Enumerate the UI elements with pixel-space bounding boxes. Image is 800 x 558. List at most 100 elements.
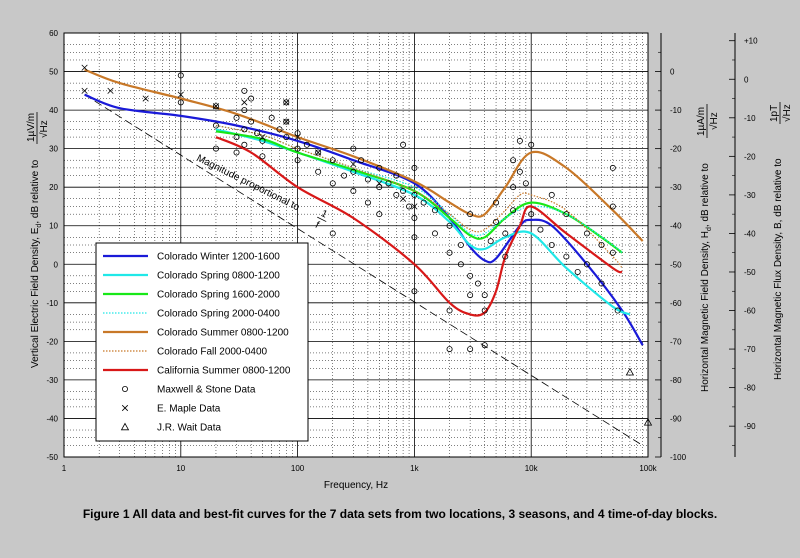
e-maple-data-point — [212, 103, 220, 110]
maxwell-stone-data-point — [411, 191, 418, 198]
y-mid-tick-label: -80 — [670, 376, 682, 385]
maxwell-stone-data-point — [341, 172, 348, 179]
legend-label-colorado-spring-1600-2000: Colorado Spring 1600-2000 — [157, 290, 280, 301]
e-maple-data-point-stroke — [411, 203, 418, 210]
x-tick-label: 1k — [410, 464, 419, 473]
y-left-tick-label: 30 — [49, 145, 58, 154]
maxwell-stone-data-point — [259, 153, 266, 160]
maxwell-stone-data-point — [276, 126, 283, 133]
maxwell-stone-data-point — [329, 157, 336, 164]
maxwell-stone-data-point — [376, 211, 383, 218]
e-maple-data-point-stroke — [212, 103, 220, 110]
y-right-unit-den: √Hz — [781, 104, 793, 122]
legend-marker-j-r-wait-data — [120, 422, 130, 431]
curve-colorado-fall-2000-0400 — [215, 124, 623, 269]
maxwell-stone-data-point — [294, 157, 301, 164]
y-left-tick-label: -50 — [46, 453, 58, 462]
curve-colorado-summer-0800-1200 — [84, 68, 644, 242]
y-left-unit-num: 1µV/m — [26, 113, 37, 142]
y-mid-tick-label: -100 — [670, 453, 687, 462]
legend-label-colorado-summer-0800-1200: Colorado Summer 0800-1200 — [157, 328, 289, 339]
maxwell-stone-data-point — [457, 241, 464, 248]
y-left-tick-label: -40 — [46, 414, 58, 423]
e-maple-data-point-stroke — [142, 95, 149, 102]
y-left-label-main: Vertical Electric Field Density, E — [30, 227, 41, 368]
maxwell-stone-data-point — [609, 164, 616, 171]
y-mid-tick-label: -10 — [670, 106, 682, 115]
maxwell-stone-data-point — [303, 141, 310, 148]
maxwell-stone-data-point — [609, 249, 616, 256]
maxwell-stone-data-point — [393, 191, 400, 198]
maxwell-stone-data-point — [493, 218, 500, 225]
legend-label-colorado-winter-1200-1600: Colorado Winter 1200-1600 — [157, 252, 280, 263]
maxwell-stone-data-point — [516, 137, 523, 144]
maxwell-stone-data-point — [177, 99, 184, 106]
e-maple-data-point-stroke — [376, 180, 383, 187]
maxwell-stone-data-point — [283, 134, 290, 141]
e-maple-data-point — [81, 87, 88, 94]
maxwell-stone-data-point — [411, 288, 418, 295]
fraction-denominator: f — [313, 220, 321, 231]
y-right-label-group: Horizontal Magnetic Flux Density, B, dB … — [769, 102, 793, 380]
legend-marker-maxwell-stone-data — [122, 385, 129, 392]
y-right-tick-label: -80 — [744, 384, 756, 393]
maxwell-stone-data-point — [385, 180, 392, 187]
y-mid-unit-num: 1µA/m — [696, 107, 707, 136]
maxwell-stone-data-point — [420, 199, 427, 206]
y-mid-tick-label: -50 — [670, 260, 682, 269]
maxwell-stone-data-point — [406, 203, 413, 210]
y-mid-tick-label: -20 — [670, 145, 682, 154]
maxwell-stone-data-point — [481, 292, 488, 299]
y-right-tick-label: -20 — [744, 152, 756, 161]
maxwell-stone-data-point — [241, 141, 248, 148]
e-maple-data-point-stroke — [81, 87, 88, 94]
curve-california-summer-0800-1200 — [215, 136, 623, 317]
maxwell-stone-data-point — [446, 307, 453, 314]
maxwell-stone-data-point — [248, 95, 255, 102]
maxwell-stone-data-point — [493, 199, 500, 206]
maxwell-stone-data-point — [248, 118, 255, 125]
e-maple-data-point — [294, 133, 301, 141]
maxwell-stone-data-point — [315, 168, 322, 175]
maxwell-stone-data-point — [563, 211, 570, 218]
axis-ticks: 1 10 100 1k 10k 100k6050403020100-10-20-30-40… — [46, 29, 758, 473]
e-maple-data-point — [315, 149, 322, 156]
reference-line — [84, 94, 643, 446]
maxwell-stone-data-point — [283, 118, 290, 125]
maxwell-stone-data-point — [614, 307, 621, 314]
y-right-tick-label: -90 — [744, 422, 756, 431]
maxwell-stone-data-point — [376, 184, 383, 191]
maxwell-stone-data-point — [350, 188, 357, 195]
x-tick-label: 10k — [525, 464, 539, 473]
legend-items: Colorado Winter 1200-1600 Colorado Spring… — [103, 252, 291, 434]
y-right-tick-label: -10 — [744, 114, 756, 123]
maxwell-stone-data-point — [510, 184, 517, 191]
maxwell-stone-data-point — [481, 307, 488, 314]
y-right-tick-label: -40 — [744, 229, 756, 238]
maxwell-stone-data-point — [609, 203, 616, 210]
y-mid-label-main: Horizontal Magnetic Field Density, H — [700, 231, 711, 392]
y-right-tick-label: +10 — [744, 37, 758, 46]
maxwell-stone-data-point — [212, 103, 219, 110]
e-maple-data-point-stroke — [107, 87, 114, 94]
maxwell-stone-data-point — [350, 145, 357, 152]
maxwell-stone-data-point — [376, 164, 383, 171]
legend-label-colorado-spring-0800-1200: Colorado Spring 0800-1200 — [157, 271, 280, 282]
maxwell-stone-data-point — [329, 180, 336, 187]
legend-label-colorado-fall-2000-0400: Colorado Fall 2000-0400 — [157, 347, 268, 358]
maxwell-stone-data-point — [364, 176, 371, 183]
maxwell-stone-data-point — [502, 230, 509, 237]
y-right-tick-label: -30 — [744, 191, 756, 200]
x-tick-label: 1 — [62, 464, 67, 473]
maxwell-stone-data-point — [358, 157, 365, 164]
legend-label-california-summer-0800-1200: California Summer 0800-1200 — [157, 366, 291, 377]
maxwell-stone-data-point — [241, 126, 248, 133]
x-tick-label: 10 — [176, 464, 185, 473]
y-left-tick-label: 50 — [49, 68, 58, 77]
e-maple-data-point — [350, 160, 357, 168]
y-left-tick-label: 60 — [49, 29, 58, 38]
maxwell-stone-data-point — [522, 180, 529, 187]
reference-1-over-f-line — [84, 94, 643, 446]
maxwell-stone-data-point — [457, 261, 464, 268]
